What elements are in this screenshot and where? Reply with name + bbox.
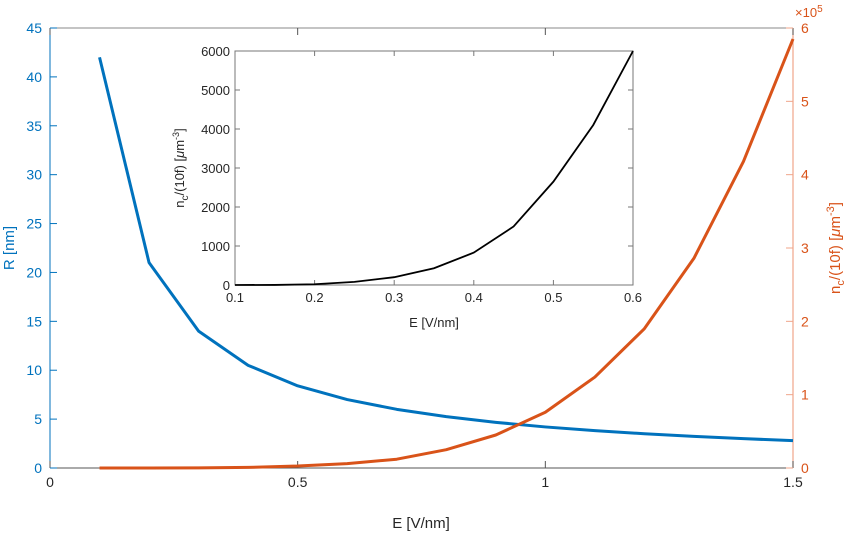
inset-x-tick-label: 0.1: [226, 290, 244, 305]
x-tick-label: 1.5: [783, 474, 803, 490]
inset-y-tick-label: 1000: [201, 239, 230, 254]
right-y-axis-label: nc/(10f) [μm-3]: [825, 202, 847, 294]
left-y-tick-label: 40: [26, 69, 42, 85]
right-y-tick-label: 3: [801, 240, 809, 256]
right-y-tick-label: 0: [801, 460, 809, 476]
right-y-tick-label: 5: [801, 93, 809, 109]
inset-x-tick-label: 0.3: [385, 290, 403, 305]
left-y-tick-label: 25: [26, 216, 42, 232]
right-y-tick-label: 1: [801, 387, 809, 403]
left-y-tick-label: 20: [26, 264, 42, 280]
left-y-tick-label: 5: [34, 411, 42, 427]
left-y-tick-label: 0: [34, 460, 42, 476]
inset-x-tick-label: 0.2: [306, 290, 324, 305]
inset-x-tick-label: 0.5: [544, 290, 562, 305]
inset-y-tick-label: 2000: [201, 200, 230, 215]
x-tick-label: 0: [46, 474, 54, 490]
right-y-tick-label: 6: [801, 20, 809, 36]
left-y-tick-label: 15: [26, 313, 42, 329]
inset-x-axis-label: E [V/nm]: [409, 315, 459, 330]
inset-frame: [234, 50, 634, 286]
inset-y-tick-label: 6000: [201, 44, 230, 59]
left-y-axis-label: R [nm]: [1, 226, 18, 270]
x-tick-label: 1: [541, 474, 549, 490]
inset-y-tick-label: 3000: [201, 161, 230, 176]
series-line-r: [98, 56, 794, 443]
right-y-tick-label: 2: [801, 313, 809, 329]
inset-y-tick-label: 4000: [201, 122, 230, 137]
left-y-tick-label: 10: [26, 362, 42, 378]
inset-x-tick-label: 0.4: [465, 290, 483, 305]
main-x-axis-label: E [V/nm]: [392, 515, 450, 532]
left-y-tick-label: 30: [26, 167, 42, 183]
left-y-tick-label: 45: [26, 20, 42, 36]
series-line-nc: [99, 38, 795, 470]
inset-x-tick-label: 0.6: [624, 290, 642, 305]
inset-y-tick-label: 0: [223, 278, 230, 293]
inset-axes: 0.1 0.2 0.3 0.4 0.5 0.6 0 1000 2000 3000 4000 5000 6…: [201, 44, 642, 305]
inset-y-tick-label: 5000: [201, 83, 230, 98]
inset-series-line: [234, 50, 634, 286]
right-axis-exponent: ×105: [795, 4, 823, 20]
x-tick-label: 0.5: [288, 474, 308, 490]
right-y-tick-label: 4: [801, 167, 809, 183]
left-y-tick-label: 35: [26, 118, 42, 134]
inset-y-axis-label: nc/(10f) [μm-3]: [171, 128, 191, 207]
